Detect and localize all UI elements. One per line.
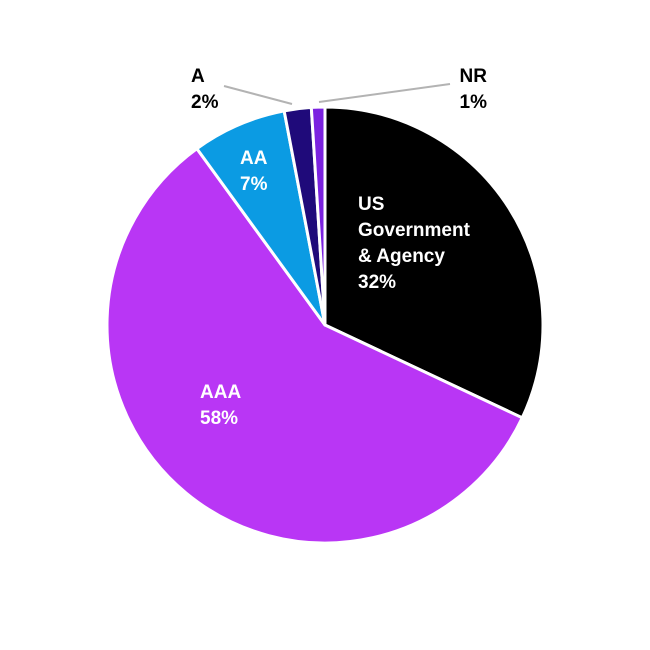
slice-name-label: AAA <box>200 382 241 403</box>
slice-value-label: 7% <box>240 174 268 195</box>
slice-name-label: US <box>358 194 384 215</box>
slice-label-us-government-agency: US Government & Agency 32% <box>358 194 471 293</box>
slice-label-nr: NR 1% <box>460 66 488 113</box>
slice-name-label: Government <box>358 220 471 241</box>
slice-name-label: AA <box>240 148 268 169</box>
pie-slice-aaa <box>105 147 524 545</box>
slice-name-label: NR <box>460 66 488 87</box>
leader-line-a <box>223 85 293 105</box>
slice-name-label: & Agency <box>358 246 445 267</box>
slice-value-label: 1% <box>460 92 488 113</box>
slice-label-aa: AA 7% <box>240 148 268 195</box>
slice-value-label: 2% <box>191 92 219 113</box>
pie-slice-nr <box>309 105 327 327</box>
slice-label-aaa: AAA 58% <box>200 382 241 429</box>
slice-label-a: A 2% <box>191 66 219 113</box>
slice-value-label: 32% <box>358 272 396 293</box>
leader-line-nr <box>318 83 451 103</box>
slice-value-label: 58% <box>200 408 238 429</box>
pie-slice-us-government-agency <box>323 105 545 420</box>
slice-name-label: A <box>191 66 205 87</box>
